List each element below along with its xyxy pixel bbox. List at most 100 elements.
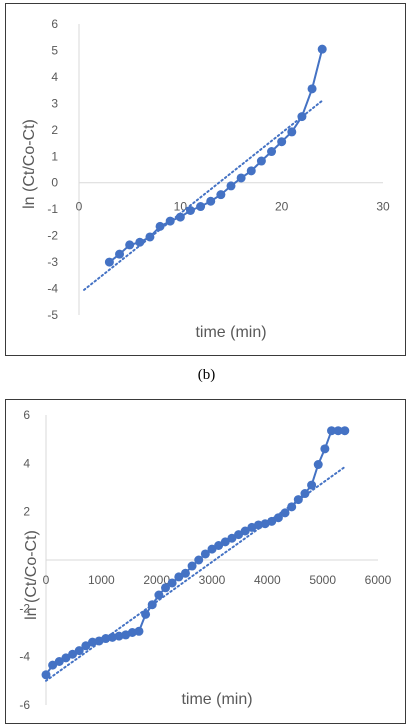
data-point <box>145 232 155 242</box>
x-tick-label: 2000 <box>143 573 170 587</box>
data-point <box>320 444 330 454</box>
x-tick-label: 3000 <box>199 573 226 587</box>
data-point <box>107 632 117 642</box>
data-point <box>287 127 297 137</box>
data-point <box>167 578 177 588</box>
x-tick-label: 1000 <box>88 573 115 587</box>
x-tick-label: 4000 <box>254 573 281 587</box>
data-point <box>81 641 91 651</box>
data-point <box>313 460 323 470</box>
y-tick-label: 4 <box>51 70 58 84</box>
data-point <box>273 513 283 523</box>
data-point <box>194 555 204 565</box>
data-point <box>200 549 210 559</box>
data-point <box>74 646 84 656</box>
data-point <box>68 649 78 659</box>
data-point <box>196 202 206 212</box>
data-point <box>147 600 157 610</box>
data-point <box>61 653 71 663</box>
y-tick-label: 4 <box>23 456 30 470</box>
data-point <box>236 173 246 183</box>
data-point <box>256 156 266 166</box>
data-point <box>226 181 236 191</box>
x-tick-label: 0 <box>43 573 50 587</box>
y-tick-label: -5 <box>47 308 58 322</box>
x-tick-label: 0 <box>76 200 83 214</box>
data-point <box>287 502 297 512</box>
y-tick-label: 3 <box>51 96 58 110</box>
y-tick-label: -4 <box>19 650 30 664</box>
data-point <box>141 609 151 619</box>
y-tick-label: 6 <box>23 408 30 422</box>
data-point <box>114 631 124 641</box>
data-point <box>135 237 145 247</box>
trendline <box>83 99 324 291</box>
data-point <box>227 533 237 543</box>
data-point <box>307 480 317 490</box>
data-point <box>216 190 226 200</box>
y-tick-label: -4 <box>47 282 58 296</box>
x-tick-label: 10 <box>174 200 188 214</box>
data-point <box>253 520 263 530</box>
data-point <box>165 216 175 226</box>
data-point <box>206 196 216 206</box>
y-tick-label: 0 <box>51 176 58 190</box>
y-tick-label: 1 <box>51 149 58 163</box>
data-point <box>180 568 190 578</box>
data-point <box>115 249 125 259</box>
data-point <box>300 489 310 499</box>
data-point <box>174 572 184 582</box>
x-tick-label: 30 <box>376 200 390 214</box>
data-point <box>104 257 114 267</box>
y-tick-label: 5 <box>51 43 58 57</box>
x-axis-title: time (min) <box>181 691 252 708</box>
x-tick-label: 20 <box>275 200 289 214</box>
x-tick-label: 6000 <box>365 573 392 587</box>
data-point <box>246 166 256 176</box>
y-tick-label: 2 <box>23 505 30 519</box>
data-point <box>307 84 317 94</box>
chart-panel-b: 0 1000 2000 3000 4000 5000 6000 6 4 2 -2 -4 -6 time (… <box>5 399 406 724</box>
y-axis-title: ln (Ct/Co-Ct) <box>23 530 40 620</box>
y-tick-label: -3 <box>47 255 58 269</box>
data-point <box>293 495 303 505</box>
data-point <box>155 221 165 231</box>
data-point <box>48 660 58 670</box>
chart-panel-a: 0 10 20 30 6 5 4 3 2 1 0 -1 -2 -3 -4 -5 time (min) ln (Ct… <box>5 3 406 356</box>
y-axis-title: ln (Ct/Co-Ct) <box>21 119 38 209</box>
y-tick-label: -1 <box>47 202 58 216</box>
data-point <box>277 137 287 147</box>
figure-caption: (b) <box>197 367 216 383</box>
data-point <box>234 530 244 540</box>
data-point <box>154 590 164 600</box>
data-point <box>185 206 195 216</box>
x-axis-title: time (min) <box>195 324 266 341</box>
data-point <box>125 240 135 250</box>
series-line <box>108 48 324 263</box>
data-point <box>327 426 337 436</box>
data-point <box>297 112 307 122</box>
y-tick-label: 2 <box>51 123 58 137</box>
data-point <box>220 537 230 547</box>
data-point <box>267 147 277 157</box>
data-point <box>87 637 97 647</box>
data-point <box>240 526 250 536</box>
x-tick-label: 5000 <box>309 573 336 587</box>
y-tick-label: 6 <box>51 17 58 31</box>
data-point <box>317 44 327 54</box>
data-point <box>280 508 290 518</box>
y-tick-label: -6 <box>19 698 30 712</box>
data-point <box>333 426 343 436</box>
data-point <box>41 670 51 680</box>
data-point <box>207 544 217 554</box>
data-point <box>267 516 277 526</box>
y-tick-label: -2 <box>19 601 30 615</box>
data-point <box>214 541 224 550</box>
data-point <box>127 628 137 637</box>
data-point <box>134 626 144 636</box>
chart-b-svg: 0 1000 2000 3000 4000 5000 6000 6 4 2 -2 -4 -6 time (… <box>19 408 392 712</box>
data-point <box>161 583 171 593</box>
data-point <box>187 561 197 571</box>
data-point <box>54 657 64 666</box>
